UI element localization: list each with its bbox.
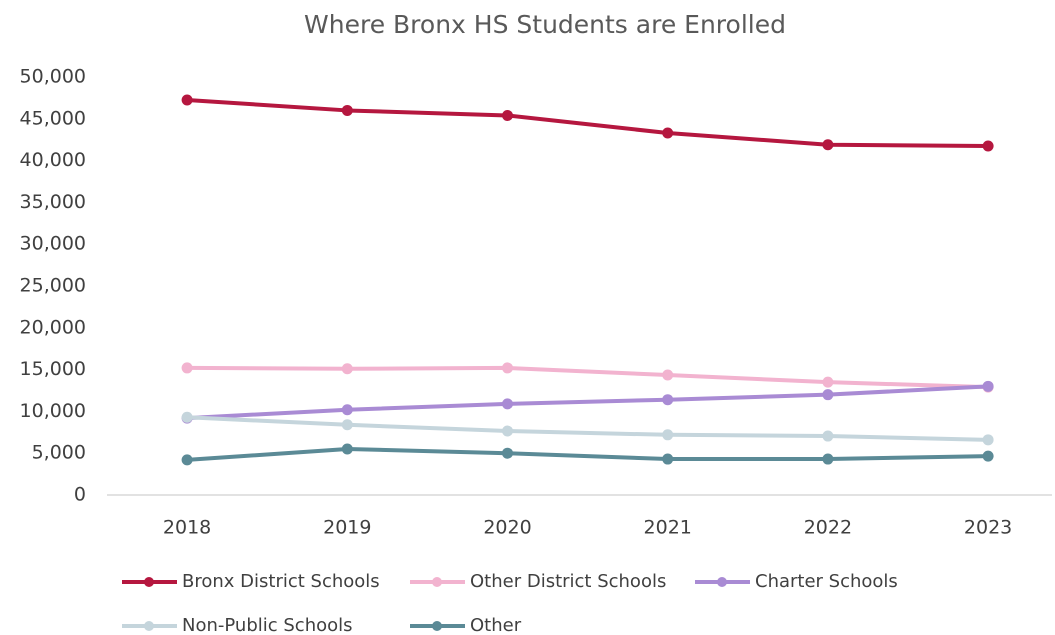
legend-label: Non-Public Schools: [182, 615, 353, 635]
data-point: [662, 453, 674, 465]
data-point: [181, 362, 193, 374]
x-tick-label: 2023: [964, 517, 1012, 539]
y-tick-label: 25,000: [20, 275, 86, 297]
y-tick-label: 5,000: [32, 442, 86, 464]
data-point: [341, 443, 353, 455]
series-line: [187, 415, 989, 442]
data-point: [341, 419, 353, 431]
data-point: [982, 140, 994, 152]
data-point: [822, 430, 834, 442]
data-point: [181, 411, 193, 423]
legend-label: Other District Schools: [470, 571, 666, 592]
legend-swatch-dot: [144, 621, 154, 631]
legend-label: Bronx District Schools: [182, 571, 380, 592]
data-point: [341, 363, 353, 375]
y-tick-label: 30,000: [20, 233, 86, 255]
legend-swatch-dot: [432, 577, 442, 587]
data-point: [502, 425, 513, 437]
series-line: [186, 447, 989, 462]
data-point: [662, 394, 674, 406]
x-tick-label: 2021: [644, 517, 692, 539]
legend-label: Other: [470, 615, 522, 635]
y-tick-label: 0: [74, 484, 86, 506]
chart-title: Where Bronx HS Students are Enrolled: [304, 10, 786, 39]
data-point: [502, 362, 513, 374]
y-tick-label: 45,000: [20, 107, 86, 129]
series-line: [186, 97, 989, 148]
y-tick-label: 50,000: [20, 66, 86, 88]
data-point: [822, 453, 834, 465]
y-tick-label: 15,000: [20, 358, 86, 380]
data-point: [502, 398, 513, 410]
data-point: [502, 109, 513, 121]
y-tick-label: 10,000: [20, 400, 86, 422]
data-point: [822, 376, 834, 388]
legend-swatch-dot: [144, 577, 154, 587]
legend-label: Charter Schools: [755, 571, 898, 592]
x-tick-label: 2020: [483, 517, 531, 539]
data-point: [502, 447, 513, 459]
data-point: [662, 429, 674, 441]
data-point: [341, 404, 353, 416]
data-point: [822, 389, 834, 401]
x-tick-label: 2018: [163, 517, 211, 539]
y-tick-label: 40,000: [20, 149, 86, 171]
y-tick-label: 20,000: [20, 316, 86, 338]
legend-swatch-dot: [432, 621, 442, 631]
data-point: [822, 139, 834, 151]
data-point: [181, 94, 193, 106]
series-line: [187, 365, 989, 390]
data-point: [662, 127, 674, 139]
data-point: [982, 450, 994, 462]
legend-swatch-dot: [717, 577, 727, 587]
data-point: [982, 434, 994, 446]
x-tick-label: 2022: [804, 517, 852, 539]
y-tick-label: 35,000: [20, 191, 86, 213]
x-tick-label: 2019: [323, 517, 371, 539]
data-point: [662, 369, 674, 381]
data-point: [982, 380, 994, 392]
data-point: [181, 454, 193, 466]
series-line: [186, 384, 989, 421]
data-point: [341, 104, 353, 116]
